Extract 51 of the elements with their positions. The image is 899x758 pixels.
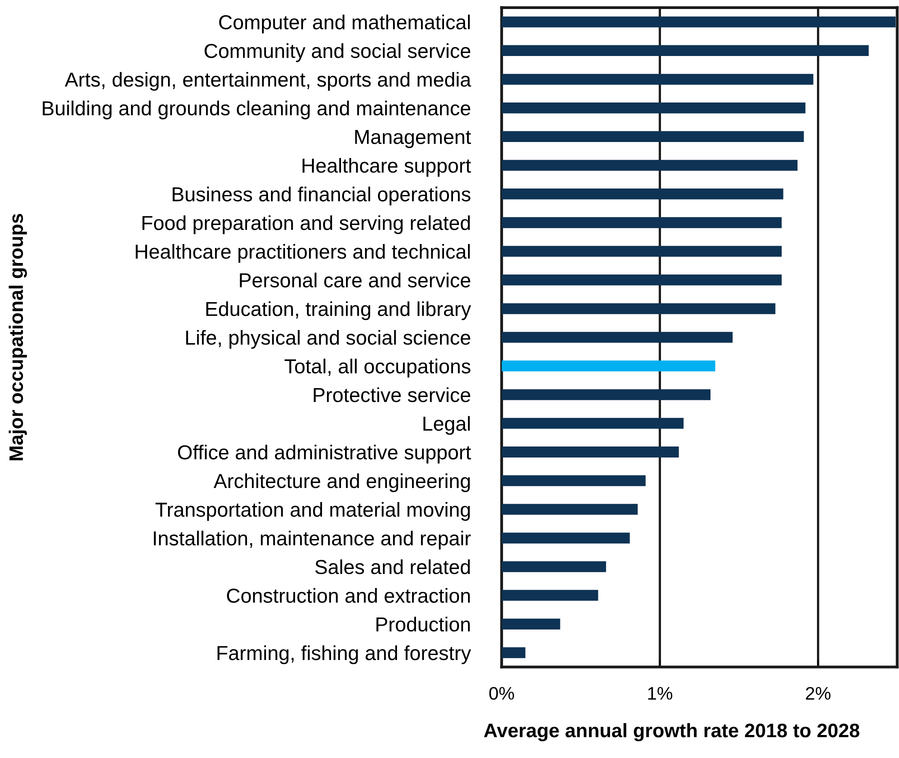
y-tick-label: Healthcare practitioners and technical (136, 244, 470, 263)
bar (502, 102, 806, 114)
y-tick-label: Farming, fishing and forestry (218, 645, 472, 664)
bar (502, 532, 630, 544)
bar (502, 389, 710, 400)
y-tick-label: Education, training and library (206, 301, 472, 320)
bar (502, 160, 798, 171)
y-tick-label: Architecture and engineering (214, 473, 470, 492)
y-tick-label: Food preparation and serving related (142, 215, 470, 234)
y-tick-label: Sales and related (315, 559, 470, 574)
bar (502, 74, 814, 85)
bar (502, 274, 782, 286)
y-tick-label: Management (355, 130, 471, 148)
bar (502, 303, 776, 314)
bar (502, 618, 560, 630)
bar (502, 647, 526, 658)
bar (502, 590, 598, 601)
y-tick-label: Installation, maintenance and repair (154, 530, 471, 550)
y-tick-label: Life, physical and social science (186, 330, 470, 349)
bar (502, 131, 804, 142)
bar (502, 45, 869, 56)
bar (502, 561, 606, 572)
y-tick-label: Production (376, 616, 470, 632)
bar (502, 188, 784, 200)
x-axis-title: Average annual growth rate 2018 to 2028 (484, 723, 860, 742)
y-tick-label: Business and financial operations (172, 186, 470, 206)
bar (502, 475, 646, 486)
y-tick-label: Healthcare support (302, 158, 471, 177)
bar (502, 16, 896, 28)
y-tick-label: Office and administrative support (178, 444, 471, 464)
bar (502, 418, 684, 429)
y-tick-label: Computer and mathematical (219, 14, 470, 34)
x-tick-label: 2% (806, 686, 830, 700)
bar (502, 504, 638, 515)
y-tick-label: Building and grounds cleaning and maintenance (42, 100, 470, 120)
y-tick-label: Construction and extraction (226, 588, 470, 603)
bar (502, 217, 782, 228)
x-tick-label: 1% (648, 687, 672, 700)
y-tick-label: Arts, design, entertainment, sports and media (64, 72, 472, 91)
bar (502, 332, 733, 343)
y-tick-label: Protective service (314, 387, 470, 402)
x-tick-label: 0% (489, 686, 514, 700)
y-axis-title: Major occupational groups (8, 214, 27, 460)
y-tick-label: Transportation and material moving (156, 502, 470, 521)
y-tick-label: Total, all occupations (284, 358, 470, 378)
y-tick-label: Legal (423, 416, 470, 435)
y-tick-label: Personal care and service (240, 272, 470, 288)
bar (502, 360, 716, 372)
y-tick-label: Community and social service (204, 43, 470, 62)
bar (502, 446, 679, 458)
bar (502, 246, 782, 257)
